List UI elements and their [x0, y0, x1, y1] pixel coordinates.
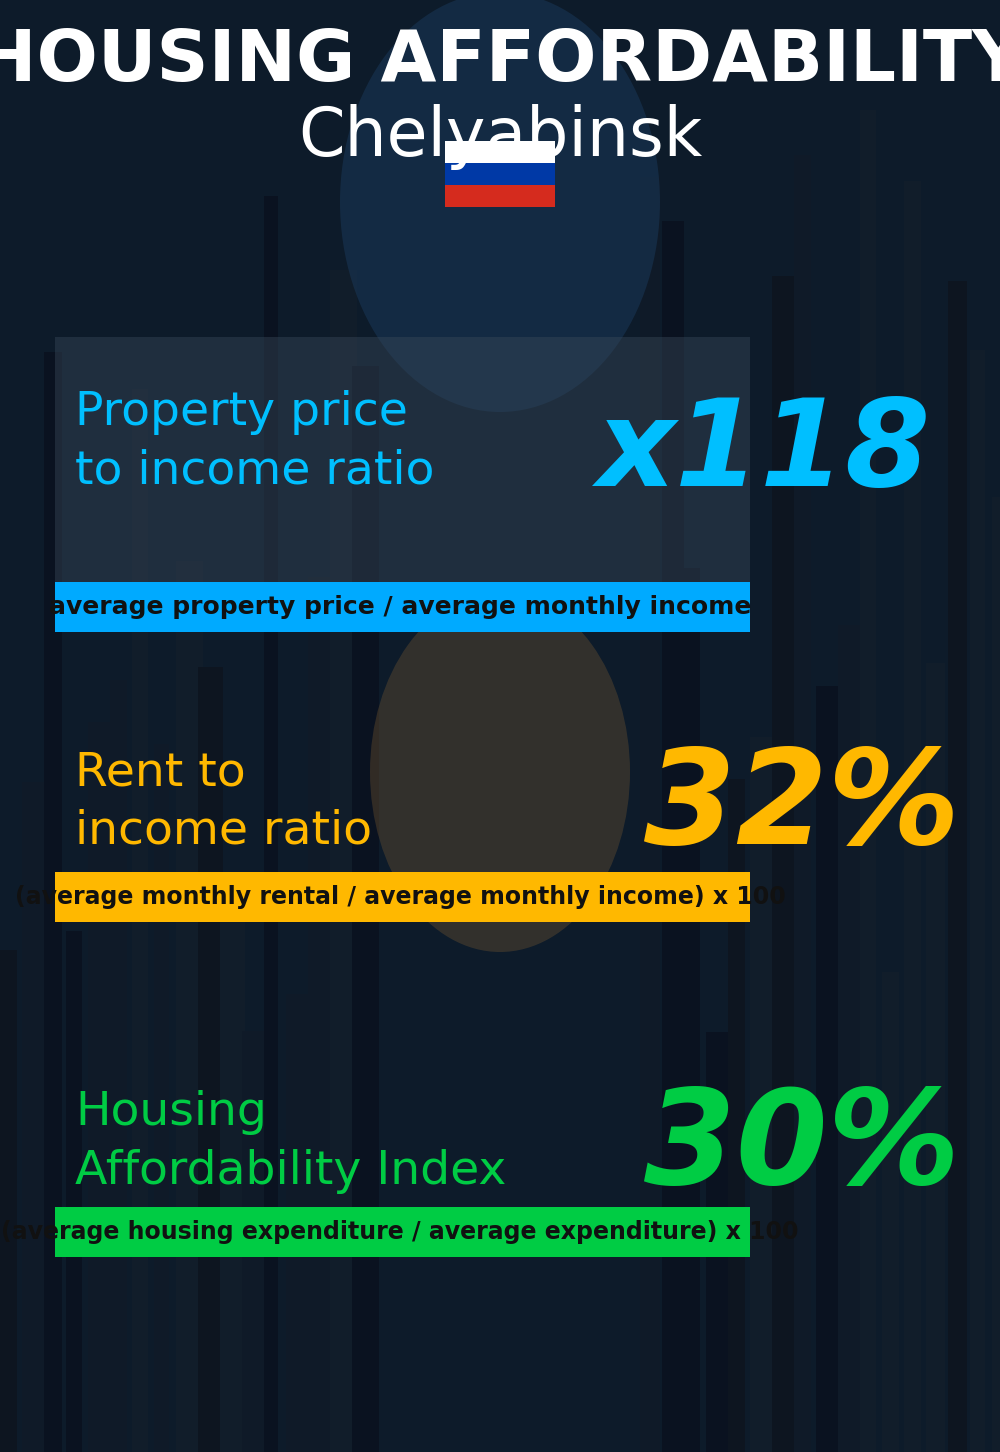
Text: 30%: 30% [644, 1083, 960, 1211]
Bar [860, 110, 876, 1452]
Bar [445, 184, 555, 208]
Text: Rent to
income ratio: Rent to income ratio [75, 751, 372, 854]
Bar [220, 892, 245, 1452]
Bar [706, 1032, 728, 1452]
Ellipse shape [340, 0, 660, 412]
Bar [662, 221, 684, 1452]
Text: Chelyabinsk: Chelyabinsk [298, 105, 702, 170]
Bar [838, 624, 864, 1452]
Text: HOUSING AFFORDABILITY: HOUSING AFFORDABILITY [0, 28, 1000, 96]
Bar [904, 182, 921, 1452]
Text: average property price / average monthly income: average property price / average monthly… [49, 595, 751, 619]
Bar [55, 873, 750, 922]
Bar [308, 576, 333, 1452]
Text: Housing
Affordability Index: Housing Affordability Index [75, 1090, 506, 1194]
Bar [992, 497, 1000, 1452]
Bar [264, 196, 278, 1452]
Bar [55, 337, 750, 582]
Text: x118: x118 [596, 393, 930, 511]
Bar [640, 177, 660, 1452]
Text: (average monthly rental / average monthly income) x 100: (average monthly rental / average monthl… [15, 886, 785, 909]
Bar [445, 163, 555, 184]
Bar [286, 995, 309, 1452]
Bar [772, 276, 795, 1452]
Bar [176, 560, 203, 1452]
Bar [794, 155, 811, 1452]
Bar [55, 1207, 750, 1257]
Bar [88, 722, 112, 1452]
Text: Property price
to income ratio: Property price to income ratio [75, 391, 434, 494]
Bar [816, 685, 841, 1452]
Bar [684, 568, 700, 1452]
Bar [728, 780, 745, 1452]
Bar [970, 350, 985, 1452]
Bar [330, 270, 357, 1452]
Bar [926, 664, 945, 1452]
Bar [242, 1031, 268, 1452]
Bar [132, 389, 148, 1452]
Bar [0, 950, 17, 1452]
Bar [882, 971, 899, 1452]
Bar [352, 366, 379, 1452]
Bar [198, 666, 223, 1452]
Bar [445, 141, 555, 163]
Bar [55, 582, 750, 632]
Ellipse shape [370, 592, 630, 953]
Bar [948, 282, 967, 1452]
Bar [750, 738, 777, 1452]
Bar [44, 351, 62, 1452]
Bar [110, 680, 127, 1452]
Text: 32%: 32% [644, 743, 960, 871]
Bar [22, 783, 46, 1452]
Text: (average housing expenditure / average expenditure) x 100: (average housing expenditure / average e… [1, 1220, 799, 1244]
Bar [66, 931, 82, 1452]
Bar [154, 743, 169, 1452]
